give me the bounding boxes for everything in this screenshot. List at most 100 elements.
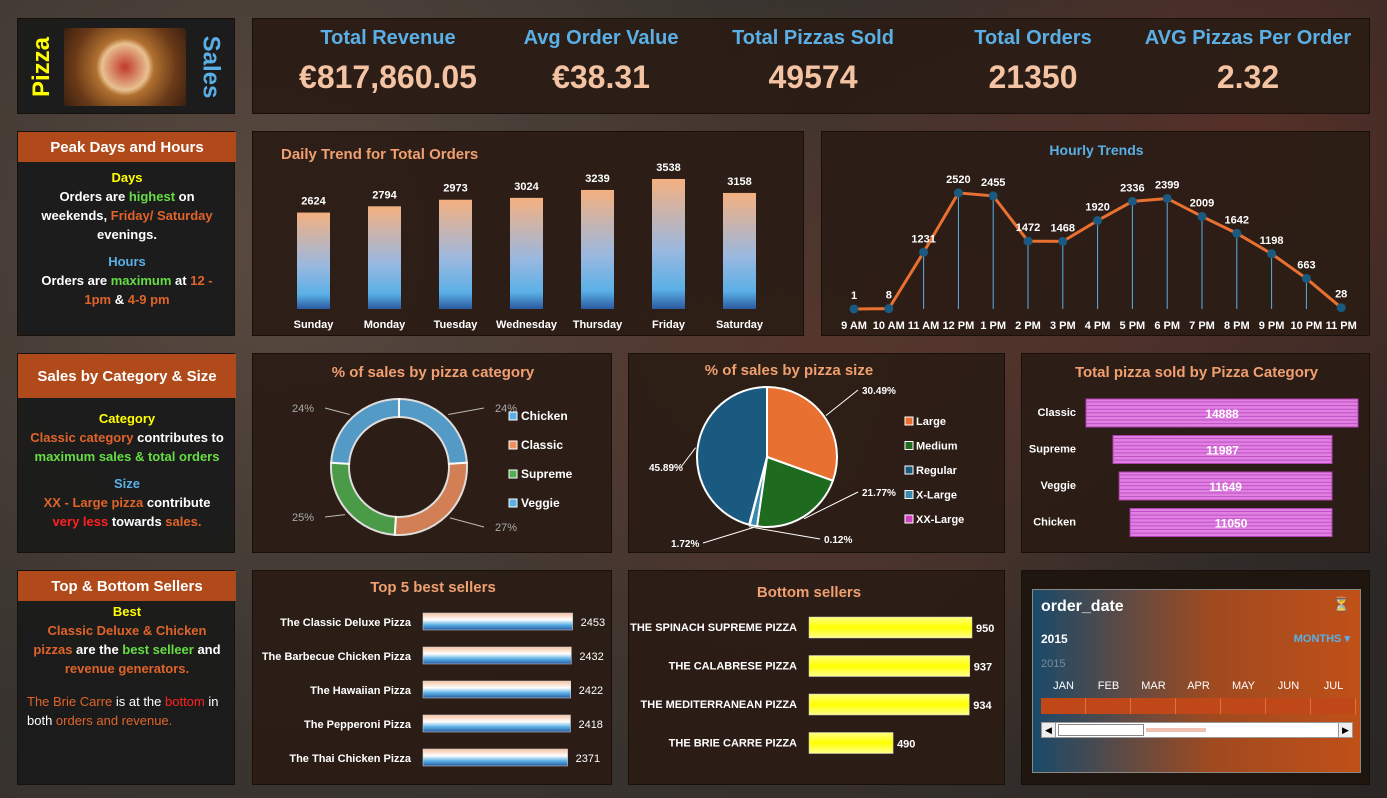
top-line-4: The Brie Carre is at the bottom in <box>18 692 236 711</box>
hourly-tick-label: 11 PM <box>1326 320 1357 332</box>
cat-line-1: Classic category contributes to <box>18 428 236 447</box>
pie-leader-line <box>680 447 696 468</box>
daily-tick-label: Saturday <box>716 319 764 331</box>
hourly-tick-label: 2 PM <box>1015 320 1041 332</box>
hourly-data-label: 1231 <box>911 233 935 245</box>
bottom-bar <box>808 693 970 716</box>
pie-slice <box>766 385 838 482</box>
timeline-scrollbar[interactable]: ◀ ▶ <box>1041 722 1353 738</box>
hourly-data-label: 8 <box>886 290 892 302</box>
top-text-2c: best selleer <box>122 642 194 657</box>
daily-trend-chart: 2624 Sunday 2794 Monday 2973 Tuesday 3024 Wedne… <box>294 162 764 331</box>
month-tile[interactable] <box>1176 698 1221 714</box>
donut-data-label: 24% <box>292 403 314 415</box>
month-tile[interactable] <box>1266 698 1311 714</box>
month-tiles <box>1041 698 1356 714</box>
month-tile[interactable] <box>1221 698 1266 714</box>
category-tick-label: Chicken <box>1033 517 1076 529</box>
clear-filter-icon[interactable]: ⏳ <box>1332 596 1350 612</box>
category-data-label: 14888 <box>1205 407 1239 421</box>
scroll-right-icon[interactable]: ▶ <box>1338 723 1352 737</box>
daily-data-label: 2973 <box>443 183 467 195</box>
hourly-tick-label: 1 PM <box>980 320 1006 332</box>
slicer-year-faded: 2015 <box>1041 658 1066 670</box>
hourly-data-label: 663 <box>1297 259 1315 271</box>
top-text-2d: and <box>193 642 221 657</box>
pie-leader-line <box>825 389 859 416</box>
category-heading: Category <box>98 411 156 426</box>
days-heading: Days <box>111 170 143 185</box>
donut-slice <box>330 461 397 536</box>
donut-leader-line <box>449 517 485 528</box>
pie-leader-line <box>803 491 859 520</box>
hourly-data-label: 2455 <box>981 177 1005 189</box>
bottom-data-label: 950 <box>976 623 994 635</box>
daily-bar <box>652 178 685 309</box>
legend-label: Chicken <box>521 409 568 423</box>
month-tile[interactable] <box>1131 698 1176 714</box>
hourly-data-label: 1198 <box>1260 235 1284 247</box>
peak-notes-text: Days Orders are highest on weekends, Fri… <box>18 168 236 309</box>
kpi-title-aov: Avg Order Value <box>523 27 679 49</box>
pie-leader-line <box>748 526 821 540</box>
best-heading: Best <box>112 604 142 619</box>
daily-bar <box>510 197 543 309</box>
top5-data-label: 2371 <box>576 753 600 765</box>
peak-line-1: Orders are highest on <box>18 187 236 206</box>
top5-tick-label: The Thai Chicken Pizza <box>289 753 412 765</box>
month-label: JUN <box>1277 680 1300 692</box>
bottom-data-label: 490 <box>897 739 915 751</box>
scroll-thumb[interactable] <box>1058 724 1144 736</box>
peak-text-4c: at <box>171 273 191 288</box>
month-tile[interactable] <box>1086 698 1131 714</box>
hourly-data-label: 2009 <box>1190 197 1214 209</box>
kpi-title-revenue: Total Revenue <box>320 27 456 49</box>
kpi-title-pizzas: Total Pizzas Sold <box>732 27 894 49</box>
top-text-4c: bottom <box>165 694 205 709</box>
daily-trend-title: Daily Trend for Total Orders <box>281 146 479 163</box>
brand-word-2-wrap: Sales <box>196 27 224 107</box>
slicer-year: 2015 <box>1041 632 1068 646</box>
hourly-point <box>1301 273 1311 283</box>
hourly-tick-label: 7 PM <box>1189 320 1215 332</box>
top5-panel: Top 5 best sellers The Classic Deluxe Pi… <box>252 570 612 785</box>
bottom-title: Bottom sellers <box>756 584 862 601</box>
pie-data-label: 0.12% <box>824 535 852 546</box>
bottom-panel: Bottom sellers THE SPINACH SUPREME PIZZA… <box>628 570 1005 785</box>
month-label: APR <box>1187 680 1210 692</box>
donut-slice <box>398 397 468 465</box>
month-tile[interactable] <box>1311 698 1356 714</box>
category-bar-panel: Total pizza sold by Pizza Category Class… <box>1021 353 1370 553</box>
scroll-left-icon[interactable]: ◀ <box>1042 723 1056 737</box>
hourly-point <box>849 304 859 314</box>
hourly-point <box>1336 303 1346 313</box>
order-date-slicer[interactable]: order_date ⏳ 2015 MONTHS ▾ 2015 JAN FEB MA… <box>1032 589 1361 773</box>
period-label: MONTHS <box>1293 633 1342 645</box>
hourly-trend-panel: Hourly Trends 1 9 AM 8 10 AM 1231 11 AM 2520 12… <box>821 131 1370 336</box>
scroll-track-fill <box>1146 728 1206 732</box>
top5-bar <box>422 680 571 699</box>
daily-tick-label: Wednesday <box>496 319 558 331</box>
legend-swatch <box>904 416 914 426</box>
hourly-tick-label: 8 PM <box>1224 320 1250 332</box>
hourly-data-label: 2336 <box>1120 182 1144 194</box>
period-dropdown[interactable]: MONTHS ▾ <box>1294 632 1350 645</box>
hourly-data-label: 1468 <box>1051 222 1075 234</box>
legend-swatch <box>508 498 518 508</box>
month-label: JUL <box>1323 680 1344 692</box>
top-text-4a: The Brie Carre <box>27 694 113 709</box>
top5-tick-label: The Barbecue Chicken Pizza <box>262 651 412 663</box>
peak-line-4: Orders are maximum at 12 - <box>18 271 236 290</box>
hourly-point <box>919 247 929 257</box>
kpi-value-orders: 21350 <box>988 59 1078 95</box>
legend-label: Veggie <box>521 496 560 510</box>
pie-slice <box>696 385 768 526</box>
month-tile[interactable] <box>1041 698 1086 714</box>
cat-text-1a: Classic category <box>30 430 134 445</box>
hours-heading: Hours <box>108 254 146 269</box>
top-line-2: pizzas are the best selleer and <box>18 640 236 659</box>
hourly-point <box>1267 249 1277 259</box>
donut-data-label: 27% <box>495 522 517 534</box>
kpi-title-avg-pizzas: AVG Pizzas Per Order <box>1144 27 1352 49</box>
hourly-point <box>1058 236 1068 246</box>
